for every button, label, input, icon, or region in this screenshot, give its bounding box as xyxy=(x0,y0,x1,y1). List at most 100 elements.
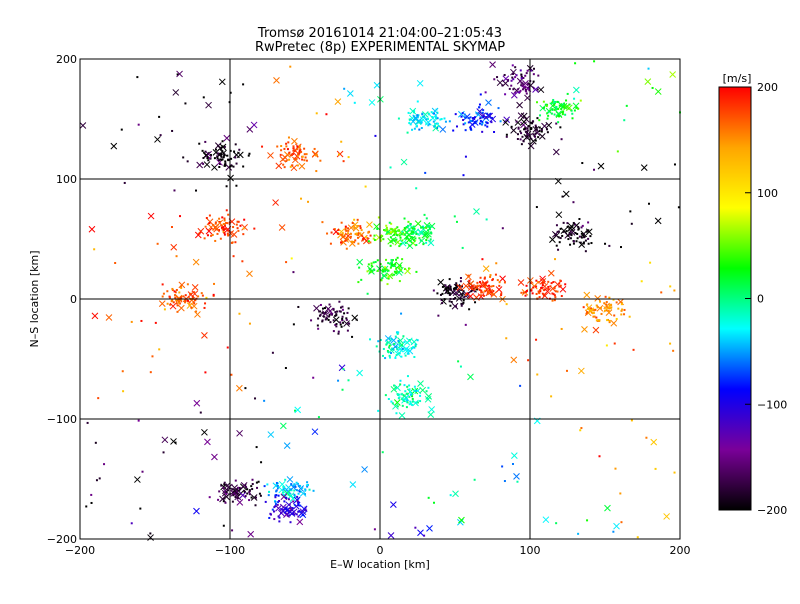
data-point-dot xyxy=(297,482,300,485)
data-point-dot xyxy=(335,325,338,328)
data-point-dot xyxy=(317,317,320,320)
data-point-dot xyxy=(295,481,298,484)
data-point-dot xyxy=(383,229,386,232)
data-point-dot xyxy=(225,490,228,493)
data-point-dot xyxy=(204,302,207,305)
data-point-dot xyxy=(425,122,428,125)
data-point-x xyxy=(147,212,155,220)
data-point-dot xyxy=(510,84,513,87)
data-point-dot xyxy=(415,124,418,127)
data-point-dot xyxy=(347,156,350,159)
data-point-dot xyxy=(202,96,205,99)
data-point-dot xyxy=(586,303,589,306)
data-point-x xyxy=(219,495,226,503)
data-point-dot xyxy=(174,294,177,297)
data-point-dot xyxy=(557,121,560,124)
data-point-dot xyxy=(660,291,663,294)
data-point-dot xyxy=(292,500,295,503)
data-point-dot xyxy=(559,227,562,230)
data-point-dot xyxy=(435,117,438,120)
data-point-x xyxy=(553,232,560,239)
data-point-dot xyxy=(448,278,451,281)
data-point-dot xyxy=(511,76,514,79)
data-point-dot xyxy=(268,516,271,519)
data-point-dot xyxy=(229,149,232,152)
data-point-dot xyxy=(203,306,206,309)
data-point-dot xyxy=(534,126,537,129)
y-axis-ticks: −200 −100 0 100 200 xyxy=(47,53,86,546)
data-point-dot xyxy=(521,88,524,91)
data-point-dot xyxy=(346,311,349,314)
data-point-dot xyxy=(391,261,394,264)
data-point-dot xyxy=(525,290,528,293)
data-point-dot xyxy=(296,145,299,148)
data-point-dot xyxy=(234,479,237,482)
data-point-dot xyxy=(428,123,431,126)
data-point-dot xyxy=(340,325,343,328)
data-point-dot xyxy=(222,228,225,231)
data-point-dot xyxy=(239,224,242,227)
data-point-dot xyxy=(580,232,583,235)
data-point-dot xyxy=(535,338,538,341)
data-point-dot xyxy=(584,250,587,253)
data-point-dot xyxy=(543,293,546,296)
data-point-dot xyxy=(384,357,387,360)
data-point-dot xyxy=(558,104,561,107)
data-point-dot xyxy=(498,281,501,284)
data-point-dot xyxy=(366,237,369,240)
data-point-dot xyxy=(286,148,289,151)
data-point-x xyxy=(227,230,235,237)
data-point-x xyxy=(336,150,344,158)
data-point-dot xyxy=(519,79,522,82)
data-point-dot xyxy=(214,222,217,225)
data-point-dot xyxy=(413,389,416,392)
data-point-dot xyxy=(301,155,304,158)
data-point-dot xyxy=(471,119,474,122)
data-point-dot xyxy=(175,288,178,291)
data-point-dot xyxy=(192,301,195,304)
data-point-dot xyxy=(525,284,528,287)
data-point-dot xyxy=(604,242,607,245)
data-point-dot xyxy=(367,240,370,243)
data-point-dot xyxy=(613,342,616,345)
data-point-dot xyxy=(560,107,563,110)
data-point-x xyxy=(246,270,253,278)
data-point-dot xyxy=(266,483,269,486)
data-point-dot xyxy=(284,478,287,481)
data-point-dot xyxy=(405,406,408,409)
data-point-dot xyxy=(475,288,478,291)
data-point-dot xyxy=(294,409,297,412)
data-point-dot xyxy=(535,279,538,282)
data-point-dot xyxy=(621,308,624,311)
data-point-dot xyxy=(520,81,523,84)
data-point-dot xyxy=(437,314,440,317)
data-point-dot xyxy=(605,301,608,304)
data-point-dot xyxy=(390,258,393,261)
data-point-dot xyxy=(542,100,545,103)
data-point-dot xyxy=(390,263,393,266)
data-point-dot xyxy=(345,229,348,232)
data-point-dot xyxy=(426,236,429,239)
data-point-dot xyxy=(519,384,522,387)
data-point-dot xyxy=(199,411,202,414)
data-point-dot xyxy=(389,231,392,234)
data-point-x xyxy=(452,490,459,498)
data-point-dot xyxy=(538,296,541,299)
data-point-dot xyxy=(558,282,561,285)
data-point-dot xyxy=(481,291,484,294)
data-point-dot xyxy=(481,111,484,114)
data-point-dot xyxy=(254,504,257,507)
data-point-dot xyxy=(323,307,326,310)
data-point-dot xyxy=(594,308,597,311)
data-point-dot xyxy=(224,227,227,230)
data-point-x xyxy=(392,402,399,410)
data-point-dot xyxy=(395,258,398,261)
data-point-dot xyxy=(267,494,270,497)
data-point-x xyxy=(404,267,411,275)
data-point-dot xyxy=(538,126,541,129)
data-point-dot xyxy=(330,312,333,315)
data-point-dot xyxy=(409,123,412,126)
data-point-dot xyxy=(630,419,633,422)
data-point-x xyxy=(585,228,593,236)
data-point-x xyxy=(91,312,99,320)
